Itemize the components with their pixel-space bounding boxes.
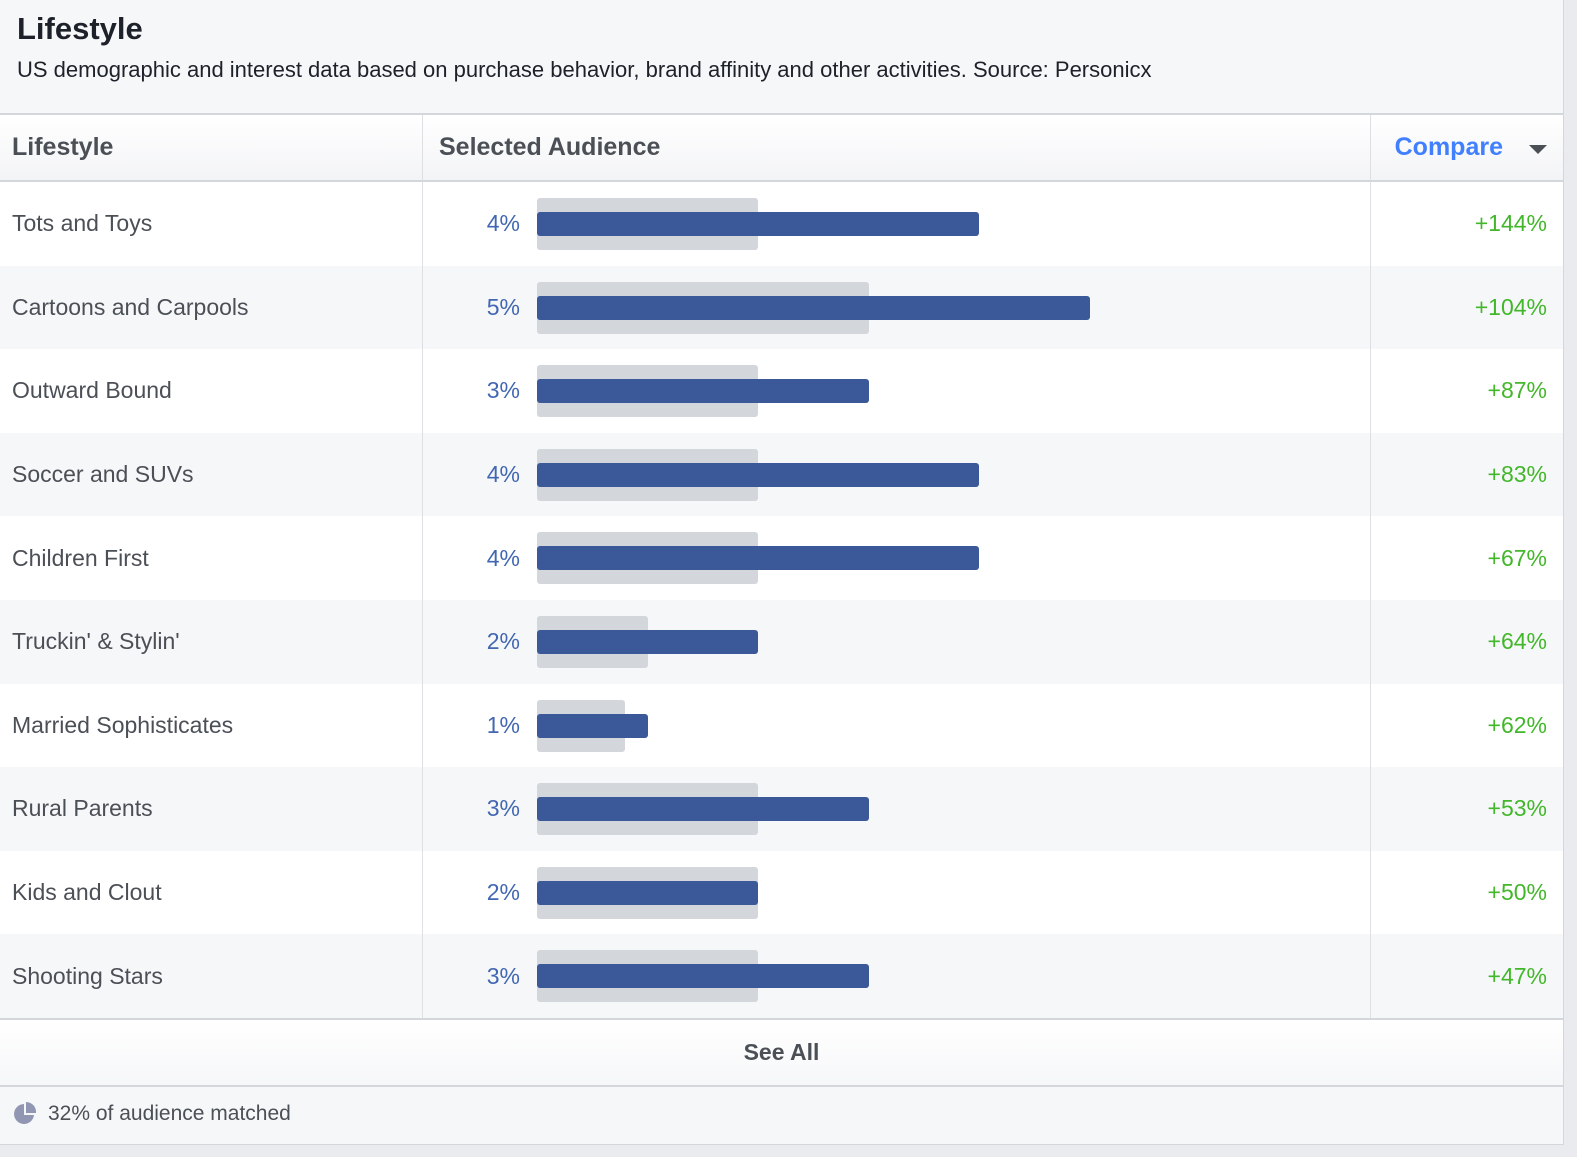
panel-title: Lifestyle	[17, 11, 143, 46]
compare-cell: +67%	[1371, 516, 1563, 600]
compare-value: +144%	[1474, 210, 1547, 237]
compare-cell: +104%	[1371, 266, 1563, 350]
table-row: Truckin' & Stylin' 2% +64%	[0, 599, 1563, 684]
lifestyle-name: Kids and Clout	[0, 850, 423, 935]
audience-matched-text: 32% of audience matched	[48, 1102, 291, 1126]
table-row: Tots and Toys 4% +144%	[0, 182, 1563, 266]
lifestyle-name: Tots and Toys	[0, 182, 423, 266]
audience-cell: 3%	[423, 767, 1371, 851]
audience-bar	[537, 546, 979, 571]
compare-dropdown[interactable]: Compare	[1371, 115, 1563, 180]
table-header: Lifestyle Selected Audience Compare	[0, 115, 1563, 182]
compare-cell: +83%	[1371, 433, 1563, 517]
audience-bar	[537, 212, 979, 236]
compare-value: +83%	[1487, 461, 1547, 488]
audience-bar	[537, 379, 869, 404]
compare-cell: +62%	[1371, 684, 1563, 768]
audience-cell: 4%	[423, 432, 1371, 517]
audience-cell: 5%	[423, 265, 1371, 350]
compare-label[interactable]: Compare	[1394, 133, 1503, 161]
table-row: Soccer and SUVs 4% +83%	[0, 432, 1563, 517]
compare-value: +62%	[1487, 711, 1547, 738]
audience-bar	[537, 880, 758, 905]
see-all-button[interactable]: See All	[0, 1017, 1563, 1087]
audience-cell: 3%	[423, 349, 1371, 433]
lifestyle-name: Cartoons and Carpools	[0, 265, 423, 350]
compare-value: +53%	[1487, 795, 1547, 822]
audience-bar	[537, 964, 869, 989]
audience-cell: 4%	[423, 516, 1371, 600]
lifestyle-name: Children First	[0, 516, 423, 600]
table-row: Cartoons and Carpools 5% +104%	[0, 265, 1563, 350]
audience-bar	[537, 629, 758, 654]
compare-value: +67%	[1487, 544, 1547, 571]
table-row: Rural Parents 3% +53%	[0, 767, 1563, 851]
compare-cell: +53%	[1371, 767, 1563, 851]
audience-cell: 2%	[423, 850, 1371, 935]
audience-percent: 4%	[486, 544, 520, 571]
compare-value: +47%	[1487, 962, 1547, 989]
panel-header: Lifestyle US demographic and interest da…	[0, 0, 1563, 115]
audience-percent: 3%	[486, 962, 520, 989]
table-body: Tots and Toys 4% +144% Cartoons and Carpo…	[0, 182, 1563, 1018]
table-row: Outward Bound 3% +87%	[0, 349, 1563, 433]
audience-percent: 4%	[486, 461, 520, 488]
audience-percent: 5%	[486, 293, 520, 320]
compare-cell: +50%	[1371, 851, 1563, 935]
table-row: Kids and Clout 2% +50%	[0, 850, 1563, 935]
audience-bar	[537, 462, 979, 487]
audience-bar	[537, 713, 648, 738]
compare-value: +87%	[1487, 377, 1547, 404]
compare-value: +64%	[1487, 628, 1547, 655]
lifestyle-name: Outward Bound	[0, 349, 423, 433]
lifestyle-name: Truckin' & Stylin'	[0, 599, 423, 684]
audience-percent: 1%	[486, 711, 520, 738]
pie-chart-icon	[14, 1102, 37, 1125]
lifestyle-name: Soccer and SUVs	[0, 432, 423, 517]
column-header-lifestyle: Lifestyle	[0, 115, 423, 180]
table-row: Children First 4% +67%	[0, 516, 1563, 600]
audience-bar	[537, 797, 869, 822]
audience-percent: 2%	[486, 879, 520, 906]
compare-cell: +144%	[1371, 182, 1563, 266]
compare-value: +50%	[1487, 879, 1547, 906]
panel-subtitle: US demographic and interest data based o…	[17, 57, 1152, 82]
table-row: Shooting Stars 3% +47%	[0, 934, 1563, 1018]
footer: 32% of audience matched	[0, 1087, 1563, 1142]
lifestyle-name: Shooting Stars	[0, 934, 423, 1018]
audience-percent: 2%	[486, 628, 520, 655]
compare-value: +104%	[1474, 293, 1547, 320]
audience-cell: 2%	[423, 599, 1371, 684]
lifestyle-name: Married Sophisticates	[0, 683, 423, 768]
audience-cell: 3%	[423, 934, 1371, 1018]
audience-percent: 3%	[486, 377, 520, 404]
compare-cell: +64%	[1371, 600, 1563, 684]
audience-percent: 4%	[486, 210, 520, 237]
compare-cell: +87%	[1371, 349, 1563, 433]
audience-cell: 4%	[423, 182, 1371, 266]
chevron-down-icon[interactable]	[1529, 145, 1547, 154]
audience-cell: 1%	[423, 683, 1371, 768]
audience-bar	[537, 295, 1090, 320]
lifestyle-name: Rural Parents	[0, 767, 423, 851]
audience-percent: 3%	[486, 795, 520, 822]
compare-cell: +47%	[1371, 934, 1563, 1018]
table-row: Married Sophisticates 1% +62%	[0, 683, 1563, 768]
column-header-audience: Selected Audience	[423, 115, 1371, 180]
